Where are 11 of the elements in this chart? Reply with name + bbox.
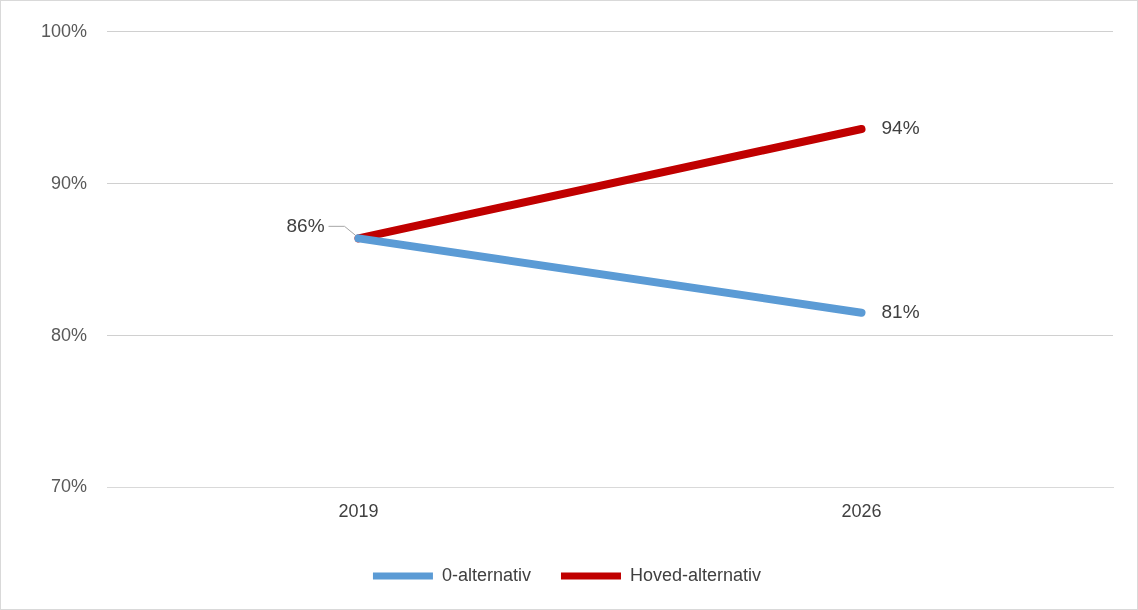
y-tick-label: 80% [51, 324, 88, 345]
x-tick-label: 2019 [338, 501, 379, 522]
y-tick-label: 70% [51, 476, 88, 497]
x-tick-label: 2026 [841, 501, 882, 522]
data-label: 81% [881, 300, 920, 322]
data-label: 94% [881, 117, 920, 139]
y-tick-label: 100% [40, 20, 88, 41]
legend-label: Hoved-alternativ [629, 564, 762, 585]
data-label: 86% [286, 214, 325, 236]
legend-label: 0-alternativ [441, 564, 531, 585]
y-tick-label: 90% [51, 172, 88, 193]
